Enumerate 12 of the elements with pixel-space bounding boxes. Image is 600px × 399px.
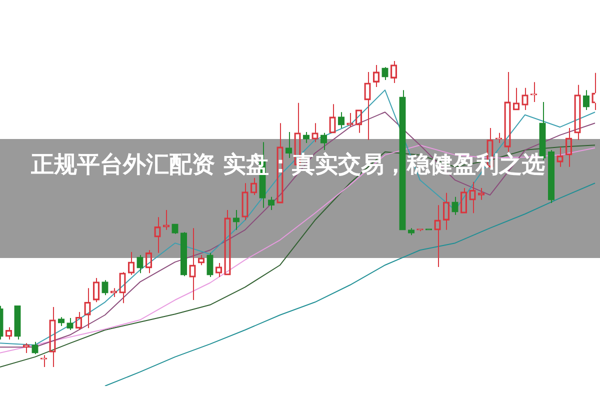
candlestick <box>582 90 590 110</box>
candlestick <box>548 150 555 204</box>
candlestick <box>408 228 415 236</box>
candlestick <box>32 341 38 355</box>
candlestick <box>206 252 214 278</box>
candlestick <box>102 280 108 296</box>
candlestick <box>232 210 240 230</box>
candlestick <box>58 316 65 327</box>
candlestick <box>302 132 310 144</box>
candlestick <box>136 254 144 274</box>
candlestick <box>14 305 21 340</box>
candlestick <box>66 318 74 330</box>
